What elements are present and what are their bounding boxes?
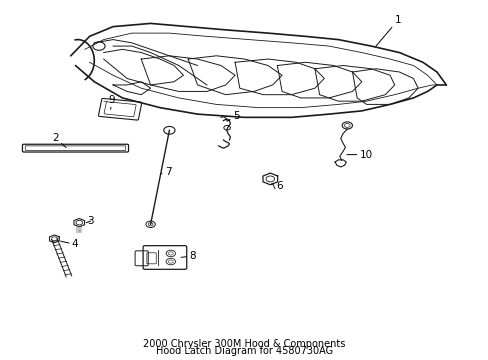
Text: 3: 3 [86,216,94,226]
Circle shape [163,126,175,134]
Text: Hood Latch Diagram for 4580730AG: Hood Latch Diagram for 4580730AG [156,346,332,356]
Text: 6: 6 [271,181,282,191]
Circle shape [166,250,175,257]
FancyBboxPatch shape [104,102,136,117]
Text: 10: 10 [346,150,372,159]
Text: 7: 7 [161,167,171,177]
Text: 4: 4 [61,239,78,249]
Text: 1: 1 [375,15,401,46]
Circle shape [76,220,82,225]
Circle shape [342,122,352,129]
Text: 2: 2 [52,134,66,148]
Text: 5: 5 [226,111,239,121]
Circle shape [265,176,274,182]
Circle shape [145,221,155,228]
Circle shape [166,258,175,265]
Circle shape [344,123,349,127]
Text: 9: 9 [108,95,115,109]
Circle shape [93,42,105,50]
Circle shape [51,237,57,241]
Circle shape [168,260,173,263]
Circle shape [224,126,230,130]
Text: 2000 Chrysler 300M Hood & Components: 2000 Chrysler 300M Hood & Components [143,339,345,349]
Circle shape [148,222,153,226]
Circle shape [168,252,173,255]
Text: 8: 8 [181,251,195,261]
